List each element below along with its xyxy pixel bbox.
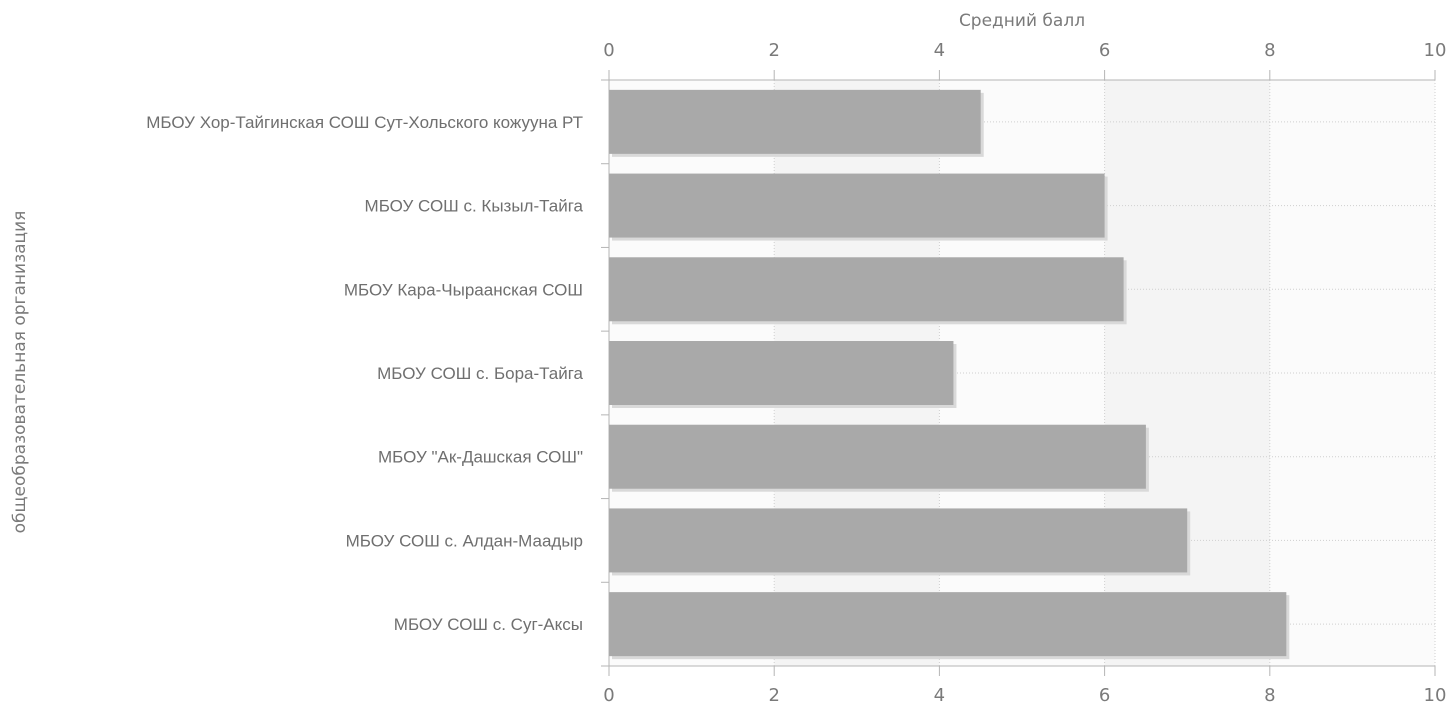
top-tick-label: 4: [934, 40, 945, 61]
category-label: МБОУ Кара-Чыраанская СОШ: [344, 280, 583, 299]
y-axis-title: общеобразовательная организация: [10, 211, 30, 534]
top-tick-label: 10: [1424, 40, 1447, 61]
category-label: МБОУ СОШ с. Кызыл-Тайга: [365, 197, 584, 216]
top-tick-label: 0: [603, 40, 614, 61]
x-axis-title: Средний балл: [959, 11, 1085, 31]
top-tick-label: 8: [1264, 40, 1275, 61]
category-label: МБОУ "Ак-Дашская СОШ": [378, 448, 583, 467]
category-label: МБОУ СОШ с. Бора-Тайга: [377, 364, 583, 383]
category-label: МБОУ Хор-Тайгинская СОШ Сут-Хольского ко…: [146, 113, 583, 132]
category-label: МБОУ СОШ с. Алдан-Маадыр: [346, 531, 583, 550]
bottom-tick-label: 0: [603, 685, 614, 705]
plot-band: [939, 80, 1105, 666]
category-labels: МБОУ Хор-Тайгинская СОШ Сут-Хольского ко…: [146, 113, 583, 634]
top-tick-label: 2: [768, 40, 779, 61]
bars: [609, 89, 1290, 660]
bottom-tick-label: 4: [934, 685, 945, 705]
bottom-tick-labels: 0 2 4 6 8 10: [603, 685, 1446, 705]
bar: [609, 173, 1105, 238]
bar: [609, 592, 1287, 657]
bottom-tick-label: 8: [1264, 685, 1275, 705]
bottom-tick-label: 2: [768, 685, 779, 705]
bar: [609, 424, 1146, 489]
top-tick-label: 6: [1099, 40, 1110, 61]
bar: [609, 257, 1124, 322]
bottom-tick-label: 10: [1424, 685, 1447, 705]
top-tick-labels: 0 2 4 6 8 10: [603, 40, 1446, 61]
bar: [609, 341, 954, 405]
category-label: МБОУ СОШ с. Суг-Аксы: [394, 615, 583, 634]
bar: [609, 508, 1188, 573]
bottom-tick-label: 6: [1099, 685, 1110, 705]
bar: [609, 89, 981, 154]
